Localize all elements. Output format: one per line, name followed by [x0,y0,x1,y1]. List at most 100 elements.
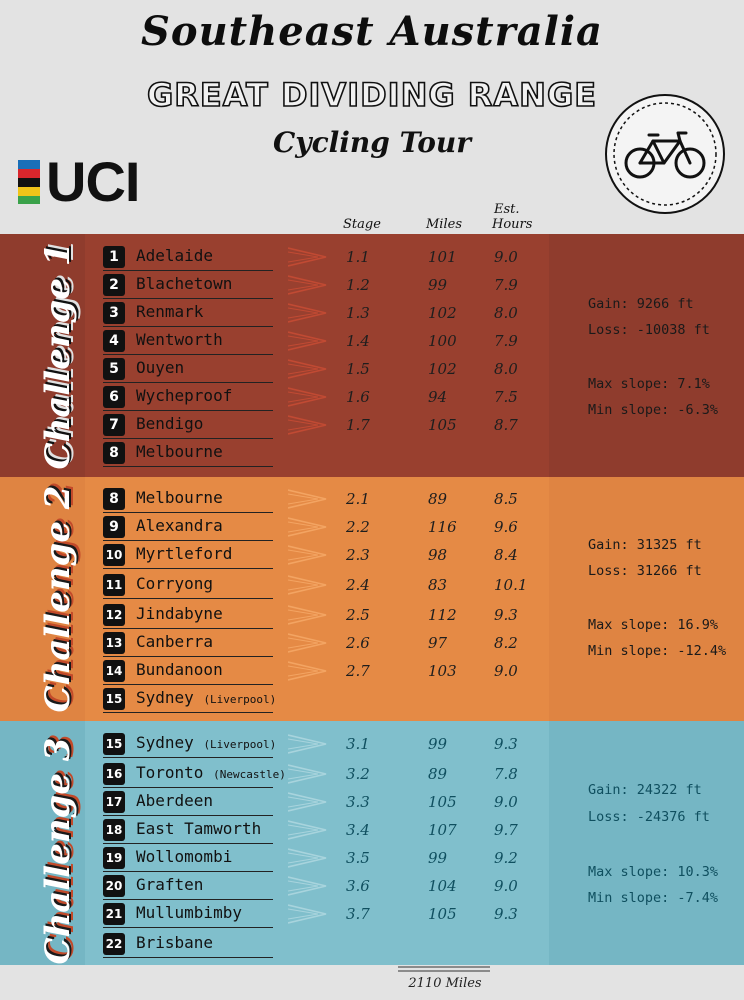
stage-value: 1.4 [346,332,370,350]
hours-value: 9.2 [494,849,518,867]
table-row: 3 Renmark 1.3 102 8.0 [0,300,744,328]
city-name: Melbourne [136,442,223,461]
chevron-right-icon [288,661,327,681]
city-name: Toronto (Newcastle) [136,763,286,782]
chevron-right-icon [288,275,327,295]
loss-stat: Loss: 31266 ft [588,563,702,579]
stage-value: 2.1 [346,490,370,508]
stage-value: 2.7 [346,662,370,680]
chevron-right-icon [288,489,327,509]
city-name: Adelaide [136,246,214,265]
table-row: 22 Brisbane [0,931,744,959]
stage-value: 1.6 [346,388,370,406]
table-row: 4 Wentworth 1.4 100 7.9 [0,328,744,356]
stage-value: 2.2 [346,518,370,536]
stage-value: 1.3 [346,304,370,322]
hours-value: 8.2 [494,634,518,652]
hours-value: 7.5 [494,388,518,406]
stage-number-badge: 5 [103,358,125,380]
hours-value: 9.0 [494,662,518,680]
miles-value: 104 [428,877,457,895]
stage-number-badge: 10 [103,544,125,566]
stage-number-badge: 6 [103,386,125,408]
city-name: Brisbane [136,933,214,952]
stage-value: 3.3 [346,793,370,811]
stage-number-badge: 9 [103,516,125,538]
city-name: Graften [136,875,204,894]
chevron-right-icon [288,876,327,896]
table-row: 16 Toronto (Newcastle) 3.2 89 7.8 [0,761,744,789]
miles-value: 102 [428,304,457,322]
city-name: Renmark [136,302,204,321]
stage-value: 2.6 [346,634,370,652]
stage-number-badge: 2 [103,274,125,296]
challenge-1-band: Challenge 1 1 Adelaide 1.1 101 9.0 2 Bla… [0,234,744,477]
city-name: Wentworth [136,330,223,349]
miles-value: 116 [428,518,457,536]
stage-number-badge: 8 [103,442,125,464]
city-name: Canberra [136,632,214,651]
loss-stat: Loss: -24376 ft [588,809,710,825]
city-name: Ouyen [136,358,185,377]
city-name: Corryong [136,574,214,593]
header-miles: Miles [426,217,462,232]
miles-value: 102 [428,360,457,378]
stage-number-badge: 17 [103,791,125,813]
total-divider [398,966,490,972]
hours-value: 7.9 [494,276,518,294]
table-row: 7 Bendigo 1.7 105 8.7 [0,412,744,440]
miles-value: 101 [428,248,457,266]
min-slope-stat: Min slope: -6.3% [588,402,719,418]
stage-value: 1.2 [346,276,370,294]
stage-value: 1.7 [346,416,370,434]
stage-value: 3.6 [346,877,370,895]
stage-value: 3.4 [346,821,370,839]
page-tagline: Cycling Tour [273,126,471,159]
table-row: 15 Sydney (Liverpool) [0,686,744,714]
stage-value: 1.1 [346,248,370,266]
chevron-right-icon [288,605,327,625]
stage-number-badge: 18 [103,819,125,841]
table-row: 19 Wollomombi 3.5 99 9.2 [0,845,744,873]
hours-value: 10.1 [494,576,528,594]
miles-value: 94 [428,388,448,406]
max-slope-stat: Max slope: 10.3% [588,864,719,880]
city-name: Blachetown [136,274,233,293]
table-row: 21 Mullumbimby 3.7 105 9.3 [0,901,744,929]
stage-number-badge: 16 [103,763,125,785]
miles-value: 99 [428,735,448,753]
table-row: 5 Ouyen 1.5 102 8.0 [0,356,744,384]
hours-value: 7.8 [494,765,518,783]
stage-number-badge: 7 [103,414,125,436]
city-name: Bundanoon [136,660,223,679]
hours-value: 9.3 [494,905,518,923]
hours-value: 8.0 [494,360,518,378]
table-row: 9 Alexandra 2.2 116 9.6 [0,514,744,542]
table-row: 12 Jindabyne 2.5 112 9.3 [0,602,744,630]
min-slope-stat: Min slope: -12.4% [588,643,727,659]
hours-value: 9.3 [494,735,518,753]
chevron-right-icon [288,633,327,653]
page-subtitle: GREAT DIVIDING RANGE [146,75,598,115]
header-hours: Hours [492,217,533,232]
chevron-right-icon [288,848,327,868]
miles-value: 103 [428,662,457,680]
city-name: Jindabyne [136,604,223,623]
chevron-right-icon [288,734,327,754]
chevron-right-icon [288,545,327,565]
table-row: 10 Myrtleford 2.3 98 8.4 [0,542,744,570]
gain-stat: Gain: 31325 ft [588,537,702,553]
table-row: 1 Adelaide 1.1 101 9.0 [0,244,744,272]
stage-value: 3.5 [346,849,370,867]
table-row: 8 Melbourne [0,440,744,468]
chevron-right-icon [288,517,327,537]
table-row: 14 Bundanoon 2.7 103 9.0 [0,658,744,686]
miles-value: 105 [428,905,457,923]
stage-number-badge: 15 [103,733,125,755]
gain-stat: Gain: 9266 ft [588,296,694,312]
max-slope-stat: Max slope: 16.9% [588,617,719,633]
miles-value: 89 [428,765,448,783]
chevron-right-icon [288,415,327,435]
city-name: Sydney (Liverpool) [136,733,277,752]
bicycle-icon [605,94,725,214]
